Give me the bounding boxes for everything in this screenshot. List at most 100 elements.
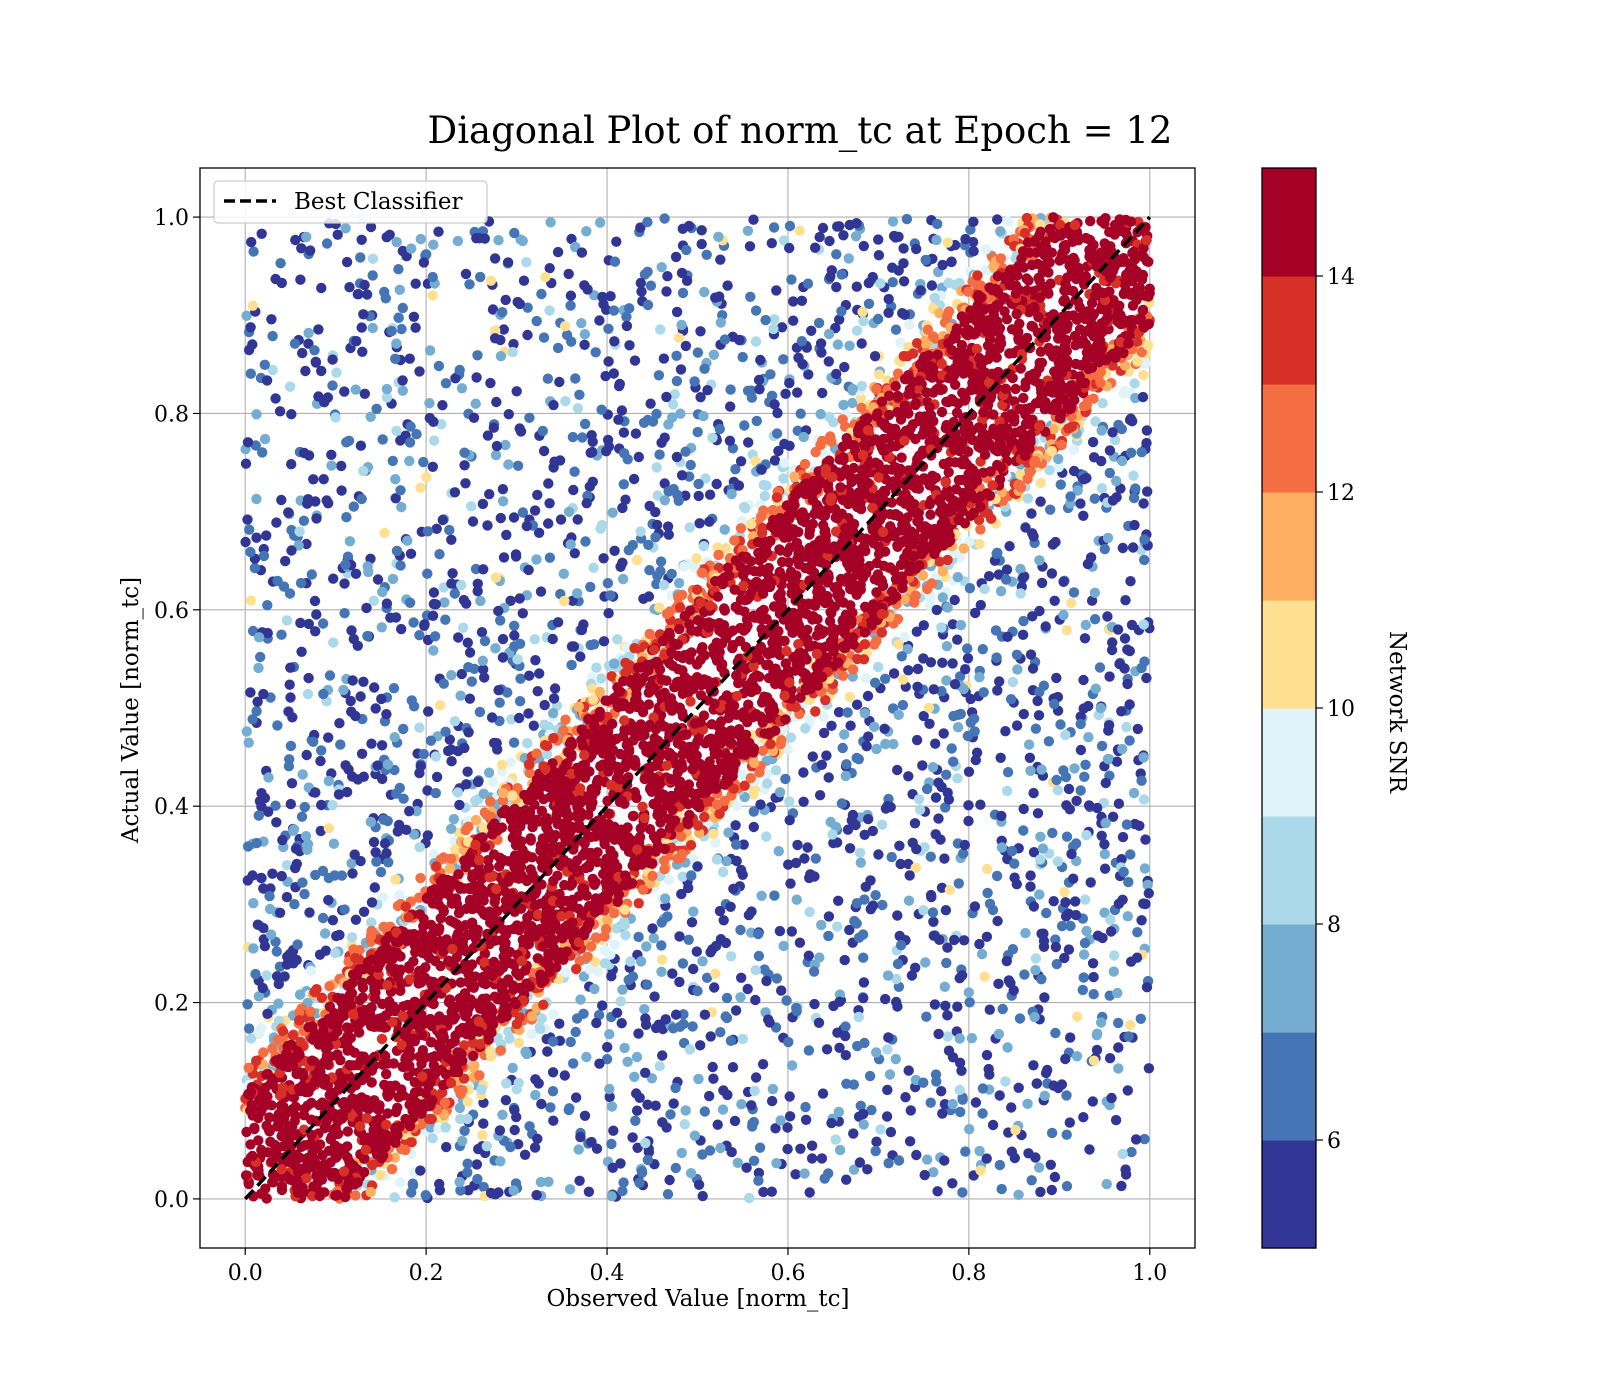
scatter-point [530,1089,541,1101]
scatter-point [1034,605,1045,617]
scatter-point [336,485,347,496]
scatter-point [296,646,307,657]
scatter-point [462,637,473,648]
scatter-point [993,978,1004,989]
scatter-point [723,827,734,838]
scatter-point [754,767,765,778]
scatter-point [936,1086,947,1097]
scatter-point [609,658,620,669]
scatter-point [410,322,421,333]
scatter-point [1061,1181,1073,1192]
scatter-point [968,216,979,227]
scatter-point [778,940,789,952]
scatter-point [300,831,312,842]
scatter-point [853,932,865,943]
scatter-point [611,1007,623,1018]
scatter-point [419,620,430,631]
scatter-point [427,1133,438,1144]
scatter-point [391,338,402,349]
scatter-point [1125,413,1137,424]
scatter-point [296,243,307,254]
scatter-point [243,1023,255,1034]
scatter-point [816,1153,828,1164]
scatter-point [745,291,756,302]
scatter-point [1070,896,1081,907]
scatter-point [356,234,367,245]
scatter-point [583,1186,595,1198]
scatter-point [414,842,425,853]
scatter-point [327,800,338,811]
scatter-point [620,930,631,941]
scatter-point [808,966,820,977]
scatter-point [836,269,847,280]
scatter-point [349,849,360,860]
scatter-point [281,891,293,903]
scatter-point [662,521,674,532]
scatter-point [851,752,862,764]
scatter-point [376,622,387,633]
scatter-point [464,693,476,704]
scatter-point [258,1047,269,1058]
scatter-point [1087,1096,1099,1107]
scatter-point [407,1180,419,1191]
scatter-point [283,706,294,717]
scatter-point [647,870,658,882]
scatter-point [963,766,975,777]
scatter-point [434,549,445,560]
scatter-point [457,1135,468,1147]
scatter-point [633,898,644,909]
scatter-point [294,1015,305,1026]
scatter-point [444,524,455,536]
scatter-point [294,526,305,537]
scatter-point [744,241,756,252]
scatter-point [521,257,532,268]
scatter-point [281,615,293,626]
scatter-point [960,1146,971,1157]
scatter-point [869,677,881,688]
scatter-point [1041,907,1052,919]
scatter-point [579,339,590,350]
scatter-point [895,940,907,951]
scatter-point [1006,1146,1017,1157]
scatter-point [530,1074,541,1085]
scatter-point [689,1130,701,1141]
scatter-point [754,384,765,395]
scatter-point [933,1028,944,1040]
scatter-point [462,766,473,777]
scatter-point [350,384,361,395]
scatter-point [318,474,329,485]
scatter-point [365,816,377,828]
scatter-point [1046,1127,1058,1139]
scatter-point [346,625,357,636]
scatter-point [447,568,458,579]
scatter-point [565,300,576,311]
scatter-point [941,675,952,686]
scatter-point [880,673,891,684]
scatter-point [259,792,271,804]
scatter-point [1014,1013,1026,1024]
scatter-point [729,535,740,546]
scatter-point [431,861,442,872]
scatter-point [802,842,813,853]
scatter-point [730,464,741,475]
scatter-point [427,610,439,621]
scatter-point [665,1109,676,1120]
scatter-point [430,787,441,799]
scatter-point [1106,1092,1117,1104]
scatter-point [1049,1171,1061,1183]
scatter-point [966,1033,978,1044]
scatter-point [958,543,969,554]
scatter-point [508,737,520,748]
scatter-point [834,1042,845,1054]
scatter-point [604,1029,615,1040]
scatter-point [810,706,821,717]
scatter-point [854,1157,866,1168]
scatter-point [631,1105,643,1116]
scatter-point [462,1096,473,1107]
scatter-point [348,501,359,512]
scatter-point [256,228,267,239]
scatter-point [437,514,448,526]
scatter-point [1113,898,1125,909]
scatter-point [925,1097,936,1108]
scatter-point [635,277,646,289]
